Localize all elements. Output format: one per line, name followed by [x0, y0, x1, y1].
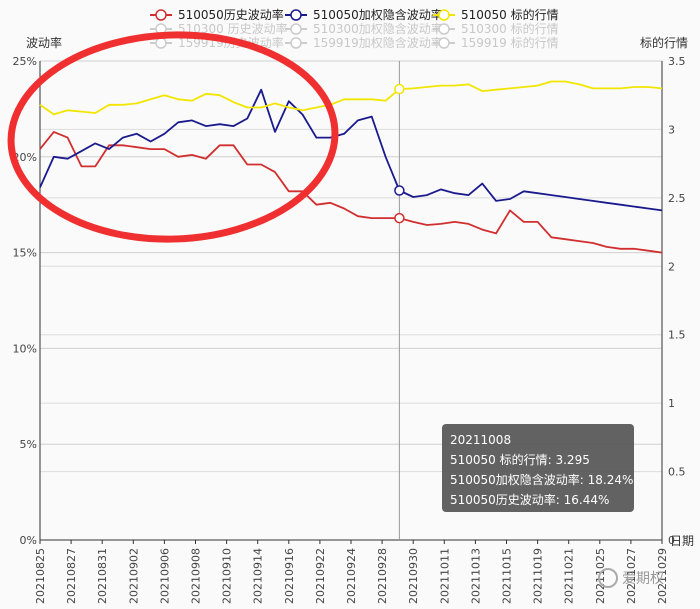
left-tick-label: 5%	[20, 438, 37, 451]
left-tick-label: 20%	[13, 151, 37, 164]
x-tick-label: 20210922	[314, 548, 327, 604]
left-tick-label: 0%	[20, 534, 37, 547]
left-y-axis: 0% 5% 10% 15% 20% 25%	[13, 55, 37, 547]
x-tick-label: 20210930	[407, 548, 420, 604]
series-line-2	[39, 88, 663, 212]
right-tick-label: 2	[668, 260, 675, 273]
tooltip-line-price: 510050 标的行情: 3.295	[450, 453, 590, 467]
left-tick-label: 15%	[13, 247, 37, 260]
x-tick-label: 20211019	[532, 548, 545, 604]
x-tick-label: 20211029	[656, 548, 669, 604]
cursor-point-3	[394, 83, 405, 95]
legend: 510050历史波动率 510050加权隐含波动率 510050 标的行情51030…	[150, 7, 559, 50]
legend-entry: 159919加权隐含波动率	[313, 35, 443, 50]
right-axis-title: 标的行情	[640, 35, 688, 50]
legend-swatch-marker	[438, 9, 450, 21]
x-tick-label: 20210916	[283, 548, 296, 604]
wechat-logo-icon	[598, 568, 618, 588]
cursor-point-2	[394, 185, 405, 196]
x-tick-label: 20210825	[34, 548, 47, 604]
x-tick-label: 20210928	[376, 548, 389, 604]
watermark-text: 爱期权	[622, 571, 664, 587]
legend-swatch-marker	[438, 37, 450, 49]
legend-entry: 510050历史波动率	[178, 7, 284, 22]
right-tick-label: 3.5	[668, 55, 686, 68]
right-tick-label: 1	[668, 397, 675, 410]
x-axis: 20210825 20210827 20210831 20210902 20210906…	[34, 540, 669, 604]
legend-entry: 510300 历史波动率	[178, 21, 288, 36]
x-tick-label: 20211013	[469, 548, 482, 604]
legend-entry: 510050加权隐含波动率	[313, 7, 443, 22]
right-tick-label: 0.5	[668, 466, 686, 479]
tooltip-date: 20211008	[450, 433, 512, 447]
legend-swatch-marker	[438, 23, 450, 35]
left-axis-title: 波动率	[26, 35, 62, 50]
x-tick-label: 20211021	[563, 548, 576, 604]
x-tick-label: 20210831	[96, 548, 109, 604]
x-axis-title: 日期	[670, 534, 694, 548]
x-tick-label: 20210924	[345, 548, 358, 604]
tooltip: 20211008 510050 标的行情: 3.295 510050加权隐含波动…	[442, 424, 634, 512]
legend-swatch-marker	[290, 37, 302, 49]
x-tick-label: 20211011	[438, 548, 451, 604]
x-tick-label: 20210827	[65, 548, 78, 604]
watermark: 爱期权	[598, 568, 664, 588]
legend-entry: 510050 标的行情	[461, 7, 559, 22]
legend-entry: 510300 标的行情	[461, 21, 559, 36]
cursor-point-1	[394, 212, 405, 224]
legend-swatch-marker	[155, 37, 167, 49]
x-tick-label: 20210908	[190, 548, 203, 604]
x-tick-label: 20210906	[158, 548, 171, 604]
legend-entry: 159919 标的行情	[461, 35, 559, 50]
x-tick-label: 20211027	[625, 548, 638, 604]
tooltip-line-iv: 510050加权隐含波动率: 18.24%	[450, 473, 634, 487]
right-tick-label: 1.5	[668, 329, 686, 342]
tooltip-line-hv: 510050历史波动率: 16.44%	[450, 493, 610, 507]
right-tick-label: 0	[668, 534, 675, 547]
left-tick-label: 10%	[13, 342, 37, 355]
legend-swatch-marker	[290, 9, 302, 21]
right-tick-label: 2.5	[668, 192, 686, 205]
cursor-markers	[394, 61, 405, 540]
legend-swatch-marker	[155, 9, 167, 21]
series-lines	[39, 80, 663, 254]
right-tick-label: 3	[668, 123, 675, 136]
series-line-1	[39, 130, 663, 254]
x-tick-label: 20210914	[252, 548, 265, 604]
right-y-axis: 0 0.5 1 1.5 2 2.5 3 3.5	[668, 55, 686, 547]
legend-swatch-marker	[290, 23, 302, 35]
series-line-3	[39, 80, 663, 116]
legend-entry: 510300加权隐含波动率	[313, 21, 443, 36]
annotation-ellipse	[7, 31, 339, 243]
x-tick-label: 20210902	[127, 548, 140, 604]
left-tick-label: 25%	[13, 55, 37, 68]
x-tick-label: 20211015	[501, 548, 514, 604]
highlight-ellipse	[7, 31, 339, 243]
x-tick-label: 20210910	[221, 548, 234, 604]
